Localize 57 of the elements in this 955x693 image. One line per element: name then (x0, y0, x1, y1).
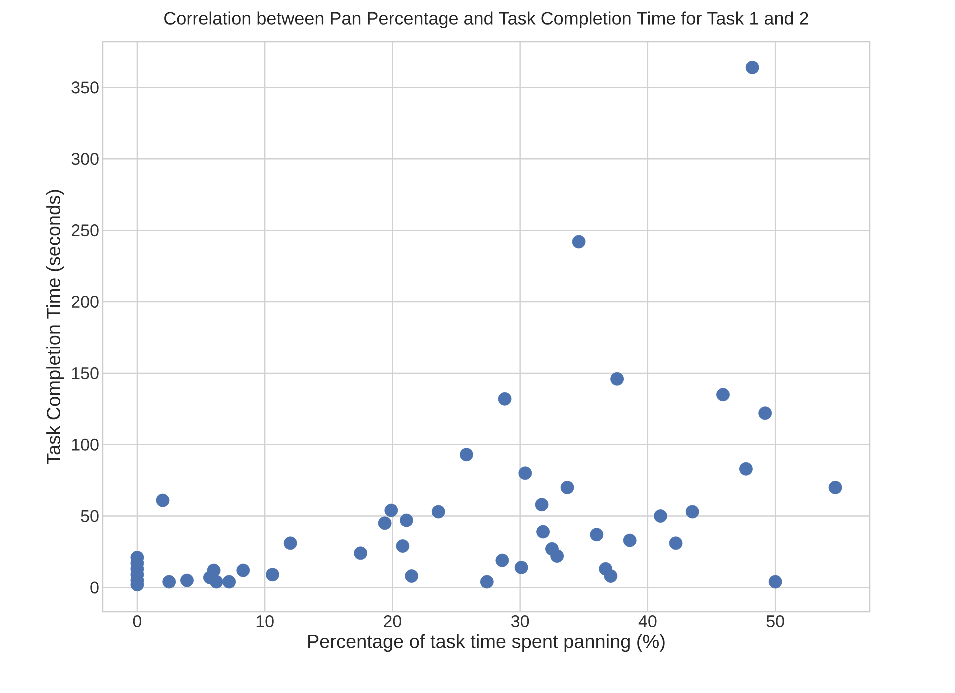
point (550, 550, 564, 563)
y-tick-label: 250 (72, 224, 99, 237)
point (384, 504, 398, 518)
x-tick-label: 40 (638, 616, 657, 628)
point (400, 514, 414, 528)
point (180, 574, 194, 588)
point (496, 554, 510, 568)
point (535, 498, 549, 512)
x-tick-label: 0 (133, 616, 142, 628)
point (716, 388, 730, 402)
chart-title: Correlation between Pan Percentage and Task Completion Time for Task 1 and 2 (164, 12, 808, 28)
x-tick-label: 50 (766, 616, 784, 628)
x-tick-label: 20 (384, 616, 402, 628)
y-tick-label: 50 (81, 510, 99, 522)
point (396, 540, 410, 553)
point (610, 372, 624, 386)
point (378, 516, 392, 530)
y-tick-label: 350 (72, 82, 99, 94)
point (460, 448, 474, 462)
point (768, 575, 782, 589)
x-tick-label: 30 (512, 616, 530, 628)
point (480, 575, 494, 589)
point (746, 61, 760, 74)
point (405, 570, 419, 583)
point (354, 546, 368, 560)
point (536, 525, 550, 539)
point (236, 564, 250, 578)
point (284, 536, 298, 550)
point (686, 505, 700, 519)
point (669, 536, 683, 550)
point (207, 564, 221, 578)
point (758, 406, 772, 420)
point (156, 494, 170, 508)
y-tick-label: 300 (72, 153, 99, 166)
y-tick-label: 200 (72, 296, 99, 308)
point (623, 534, 637, 548)
y-tick-label: 150 (72, 367, 99, 380)
point (590, 528, 604, 542)
point (498, 392, 512, 406)
x-axis-title: Percentage of task time spent panning (%) (308, 634, 665, 652)
y-tick-label: 100 (72, 438, 99, 451)
y-tick-label: 0 (90, 582, 99, 594)
point (518, 466, 532, 480)
y-axis-title: Task Completion Time (seconds) (46, 190, 64, 465)
point (654, 510, 668, 523)
point (432, 505, 446, 519)
x-tick-label: 10 (256, 616, 274, 628)
point (266, 568, 280, 582)
point (210, 575, 224, 589)
point (222, 575, 236, 589)
point (514, 561, 528, 574)
point (828, 481, 842, 494)
point (604, 570, 618, 583)
point (162, 575, 176, 589)
point (740, 462, 753, 476)
point (560, 481, 574, 494)
point (572, 235, 586, 249)
